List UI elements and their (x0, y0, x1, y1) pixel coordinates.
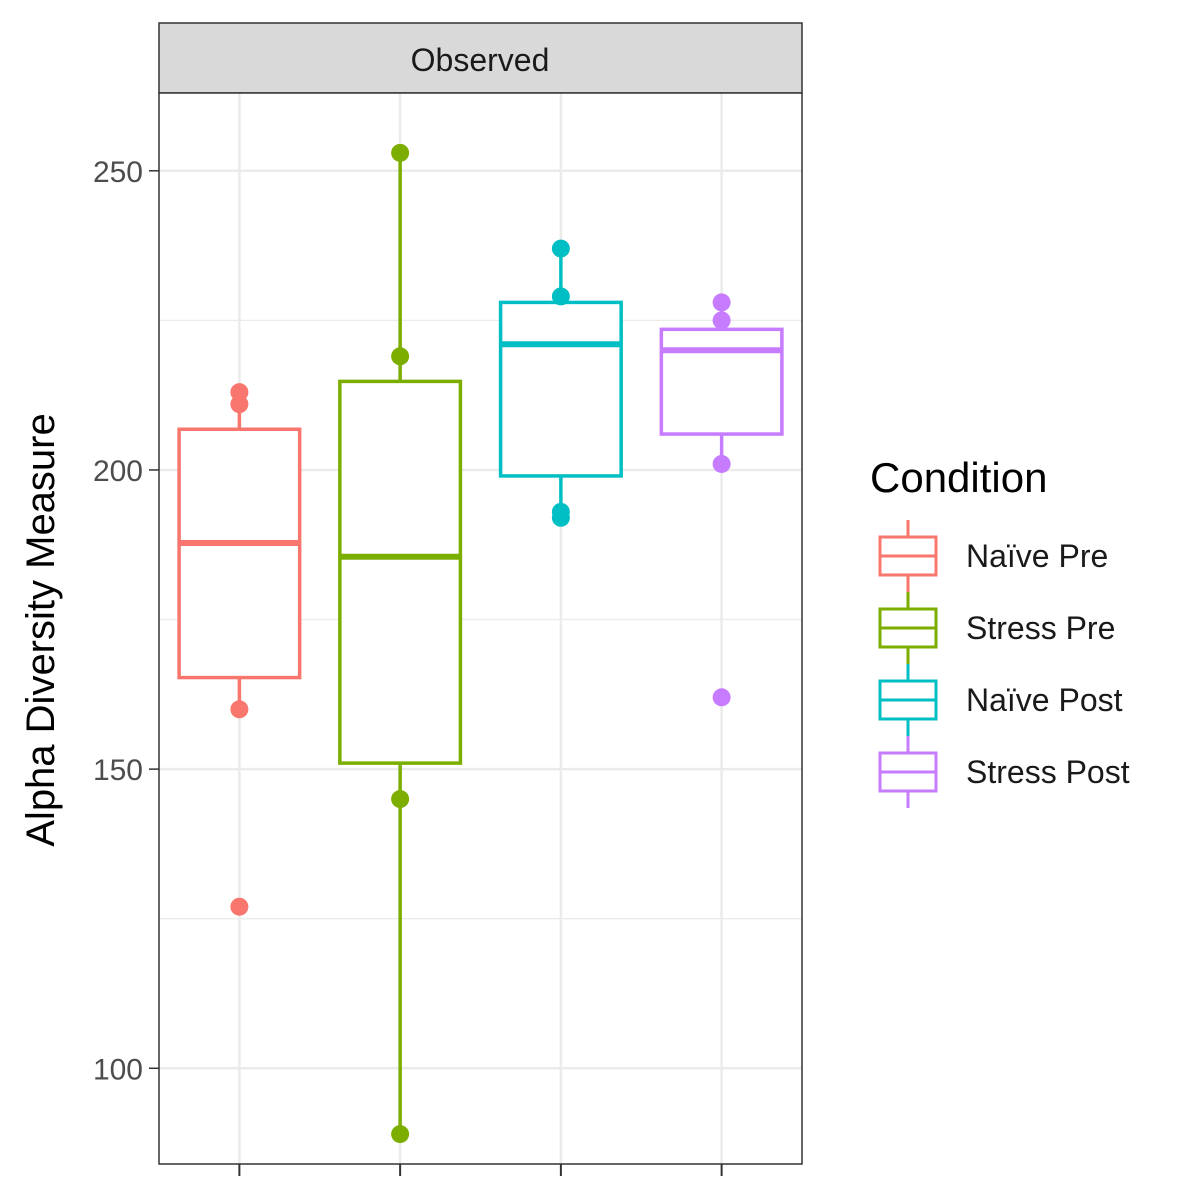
y-axis: 100 150 200 250 (93, 156, 159, 1086)
y-tick-label: 100 (93, 1053, 143, 1086)
boxplot-group (498, 239, 623, 527)
data-point (712, 293, 731, 312)
legend-item: Stress Pre (870, 592, 1190, 664)
legend: Condition Naïve Pre Stress Pre Naïve Post S… (870, 452, 1190, 808)
box (498, 300, 623, 478)
data-point (391, 1125, 410, 1144)
legend-item: Stress Post (870, 736, 1190, 808)
data-point (391, 790, 410, 809)
boxplot-group (659, 293, 784, 707)
legend-label: Stress Pre (966, 609, 1116, 646)
facet-title: Observed (411, 42, 550, 78)
data-point (712, 311, 731, 330)
legend-label: Stress Post (966, 753, 1130, 790)
data-point (551, 287, 570, 306)
boxplots (177, 143, 784, 1144)
legend-key (870, 592, 946, 664)
legend-key (870, 736, 946, 808)
boxplot-group (177, 383, 302, 916)
legend-label: Naïve Post (966, 681, 1123, 718)
legend-item: Naïve Post (870, 664, 1190, 736)
data-point (391, 347, 410, 366)
legend-key (870, 520, 946, 592)
y-tick-label: 250 (93, 156, 143, 189)
strip-background (158, 22, 803, 94)
data-point (551, 239, 570, 258)
data-point (391, 143, 410, 162)
legend-label: Naïve Pre (966, 537, 1109, 574)
data-point (230, 700, 249, 719)
legend-item: Naïve Pre (870, 520, 1190, 592)
data-point (551, 502, 570, 521)
y-tick-label: 200 (93, 455, 143, 488)
box (338, 379, 463, 765)
y-axis-label: Alpha Diversity Measure (19, 413, 63, 847)
y-tick-label: 150 (93, 754, 143, 787)
legend-key (870, 664, 946, 736)
boxplot-group (338, 143, 463, 1144)
box (659, 327, 784, 436)
data-point (230, 897, 249, 916)
legend-items: Naïve Pre Stress Pre Naïve Post Stress Post (870, 520, 1190, 808)
legend-title: Condition (870, 454, 1048, 501)
data-point (712, 688, 731, 707)
x-axis (238, 1164, 723, 1176)
box (177, 427, 302, 680)
panel-border (158, 92, 803, 1165)
data-point (230, 383, 249, 402)
data-point (712, 454, 731, 473)
